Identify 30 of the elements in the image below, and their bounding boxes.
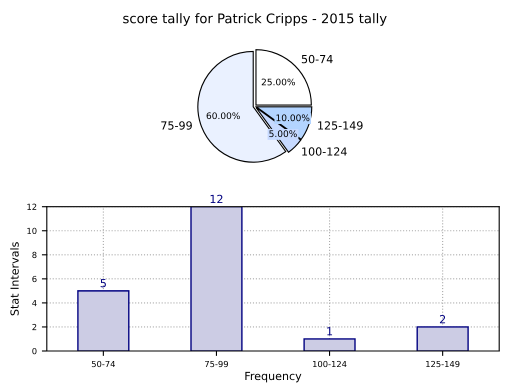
x-axis-title: Frequency (245, 372, 302, 382)
slice-label: 50-74 (302, 54, 333, 64)
data-label: 2 (440, 315, 446, 324)
data-label: 12 (210, 194, 222, 203)
x-tick-label: 75-99 (205, 360, 228, 368)
y-tick-label: 6 (32, 276, 37, 282)
bar (416, 326, 469, 351)
data-label: 5 (100, 279, 106, 288)
data-label: 1 (327, 327, 332, 336)
chart-title: score tally for Patrick Cripps - 2015 tally (123, 13, 387, 26)
data-label: 5.00% (269, 130, 297, 138)
y-tick-label: 2 (32, 324, 36, 330)
slice-label: 100-124 (302, 147, 347, 156)
data-label: 10.00% (276, 114, 310, 122)
x-tick-label: 50-74 (92, 360, 115, 368)
slice-label: 75-99 (161, 121, 192, 130)
data-label: 60.00% (206, 112, 240, 120)
bar (190, 206, 243, 351)
y-tick-label: 10 (27, 228, 37, 234)
x-tick-label: 125-149 (426, 360, 460, 368)
x-tick-label: 100-124 (313, 360, 346, 368)
y-tick-label: 12 (27, 204, 36, 210)
y-tick-label: 0 (32, 348, 37, 354)
legend-label: 125-149 (318, 121, 363, 130)
y-tick-label: 8 (32, 252, 37, 258)
y-tick-label: 4 (32, 300, 37, 306)
y-axis-title: Stat Intervals (10, 242, 19, 316)
bar (77, 290, 130, 351)
bar (303, 338, 356, 351)
data-label: 25.00% (262, 78, 296, 86)
